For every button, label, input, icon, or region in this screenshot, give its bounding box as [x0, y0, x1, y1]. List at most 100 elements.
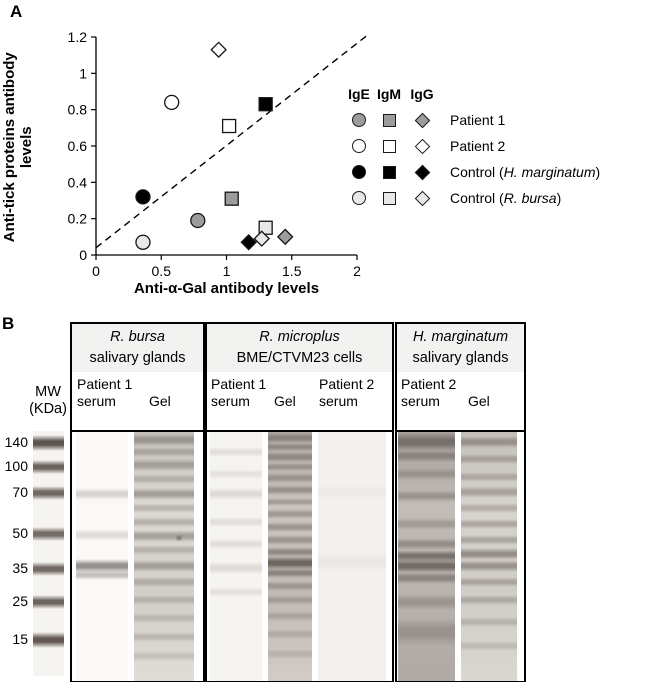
scatter-point-circle [190, 212, 206, 229]
y-tick-label: 0.4 [68, 174, 88, 190]
lane-label-gel: Gel [274, 393, 296, 409]
legend-marker-circle-patient1 [352, 113, 366, 127]
blot-lane-patient1-serum [210, 432, 262, 681]
legend-marker-square-patient2 [382, 139, 396, 153]
blot-group-h-marginatum: H. marginatum salivary glands Patient 2 se… [395, 322, 526, 682]
legend-row-label-patient2: Patient 2 [440, 138, 505, 154]
legend-row-label-control-rb: Control (R. bursa) [440, 190, 561, 206]
blot-group-r-microplus: R. microplus BME/CTVM23 cells Patient 1 se… [205, 322, 394, 682]
mw-axis-title: MW (KDa) [20, 384, 76, 419]
diagonal-dashed-line [95, 34, 368, 249]
mw-title-line1: MW [35, 384, 61, 400]
blot-lane-patient2-serum [398, 432, 455, 681]
scatter-point-square [258, 97, 273, 112]
mw-tick-25: 25 [12, 593, 28, 609]
y-tick-label: 1 [79, 65, 87, 81]
scatter-point-square [221, 118, 237, 134]
legend-marker-diamond-patient1 [414, 112, 430, 128]
gel-lane-h-marginatum [461, 432, 517, 681]
legend-marker-square-patient1 [382, 113, 396, 127]
panel-a: 0 0.5 1 1.5 2 0 0.2 0.4 0.6 0.8 1 1.2 Anti-tick pro… [0, 0, 650, 312]
legend-row-label-control-hm: Control (H. marginatum) [440, 164, 600, 180]
scatter-point-circle [135, 189, 151, 205]
legend-grid: IgE IgM IgG Patient 1 Patient 2 Control … [344, 86, 600, 206]
legend-marker-square-control-hm [382, 165, 396, 179]
blot-area-r-microplus [207, 430, 392, 681]
group-title-h-marginatum: H. marginatum salivary glands [397, 324, 524, 372]
scatter-point-diamond [253, 230, 271, 247]
y-tick-label: 0 [79, 247, 87, 263]
species-name: R. microplus [259, 329, 340, 345]
scatter-point-diamond [240, 234, 257, 251]
mw-tick-15: 15 [12, 631, 28, 647]
lane-label-line: serum [211, 392, 250, 409]
blot-area-h-marginatum [397, 430, 524, 681]
lane-label-patient1-serum: Patient 1 serum [211, 376, 266, 410]
gel-lane-r-microplus [268, 432, 312, 681]
legend-label-text: ) [556, 190, 562, 206]
scatter-point-diamond [276, 228, 294, 246]
mw-title-line2: (KDa) [29, 401, 67, 418]
lane-label-line: serum [401, 392, 440, 409]
legend-label-text: Patient 2 [450, 138, 506, 154]
gel-lane-r-bursa [134, 432, 194, 681]
lane-label-line: Patient 2 [319, 376, 375, 392]
mw-tick-35: 35 [12, 560, 28, 576]
lane-label-line: Patient 1 [77, 376, 133, 392]
legend-marker-circle-control-hm [352, 165, 366, 179]
tissue-name: salivary glands [89, 350, 186, 367]
x-tick-label: 1.5 [282, 263, 302, 279]
blot-group-r-bursa: R. bursa salivary glands Patient 1 serum G… [70, 322, 205, 682]
legend-label-italic: H. marginatum [503, 164, 596, 180]
lane-label-line: serum [77, 392, 116, 409]
y-tick-label: 0.8 [68, 102, 88, 118]
group-title-r-microplus: R. microplus BME/CTVM23 cells [207, 324, 392, 372]
lane-label-line: Patient 1 [211, 376, 267, 392]
lane-label-patient2-serum: Patient 2 serum [401, 376, 456, 410]
mw-ladder-lane [33, 431, 64, 676]
group-title-r-bursa: R. bursa salivary glands [72, 324, 203, 372]
scatter-point-square [224, 191, 239, 206]
legend-marker-diamond-control-rb [414, 190, 430, 206]
legend-col-igg: IgG [410, 86, 434, 102]
x-tick-label: 1 [223, 263, 231, 279]
mw-tick-140: 140 [4, 434, 28, 450]
scatter-plot: 0 0.5 1 1.5 2 0 0.2 0.4 0.6 0.8 1 1.2 [68, 29, 368, 279]
legend: IgE IgM IgG Patient 1 Patient 2 Control … [344, 86, 600, 206]
lane-label-gel: Gel [468, 393, 490, 409]
tissue-name: BME/CTVM23 cells [236, 350, 363, 367]
panel-b-label: B [2, 314, 15, 333]
y-tick-label: 0.2 [68, 211, 88, 227]
species-name: H. marginatum [412, 329, 509, 345]
species-name: R. bursa [110, 329, 165, 345]
x-tick-label: 0 [92, 263, 100, 279]
y-axis-title: Anti-tick proteins antibody levels [0, 52, 35, 243]
blot-lane-patient1-serum [76, 432, 128, 681]
blot-lane-patient2-serum [318, 432, 386, 681]
scatter-point-circle [164, 94, 180, 111]
lane-label-patient2-serum: Patient 2 serum [319, 376, 374, 410]
blot-area-r-bursa [72, 430, 203, 681]
legend-label-text: Patient 1 [450, 112, 506, 128]
legend-marker-diamond-control-hm [414, 164, 430, 180]
legend-marker-circle-patient2 [352, 139, 366, 153]
legend-marker-square-control-rb [382, 191, 396, 205]
scatter-point-diamond [210, 41, 227, 58]
scatter-point-circle [135, 234, 151, 250]
y-tick-label: 0.6 [68, 138, 88, 154]
legend-label-text: Control ( [450, 164, 504, 180]
legend-col-igm: IgM [376, 86, 402, 102]
lane-label-patient1-serum: Patient 1 serum [77, 376, 132, 410]
legend-label-italic: R. bursa [503, 190, 557, 206]
legend-row-label-patient1: Patient 1 [440, 112, 505, 128]
x-tick-label: 0.5 [152, 263, 172, 279]
legend-label-text: Control ( [450, 190, 504, 206]
mw-tick-70: 70 [12, 484, 28, 500]
mw-tick-100: 100 [4, 458, 28, 474]
legend-marker-circle-control-rb [352, 191, 366, 205]
legend-marker-diamond-patient2 [414, 138, 430, 154]
y-tick-label: 1.2 [68, 29, 88, 45]
panel-b: MW (KDa) 140 100 70 50 35 25 15 R. bursa s… [0, 312, 650, 682]
panel-a-label: A [10, 2, 23, 21]
